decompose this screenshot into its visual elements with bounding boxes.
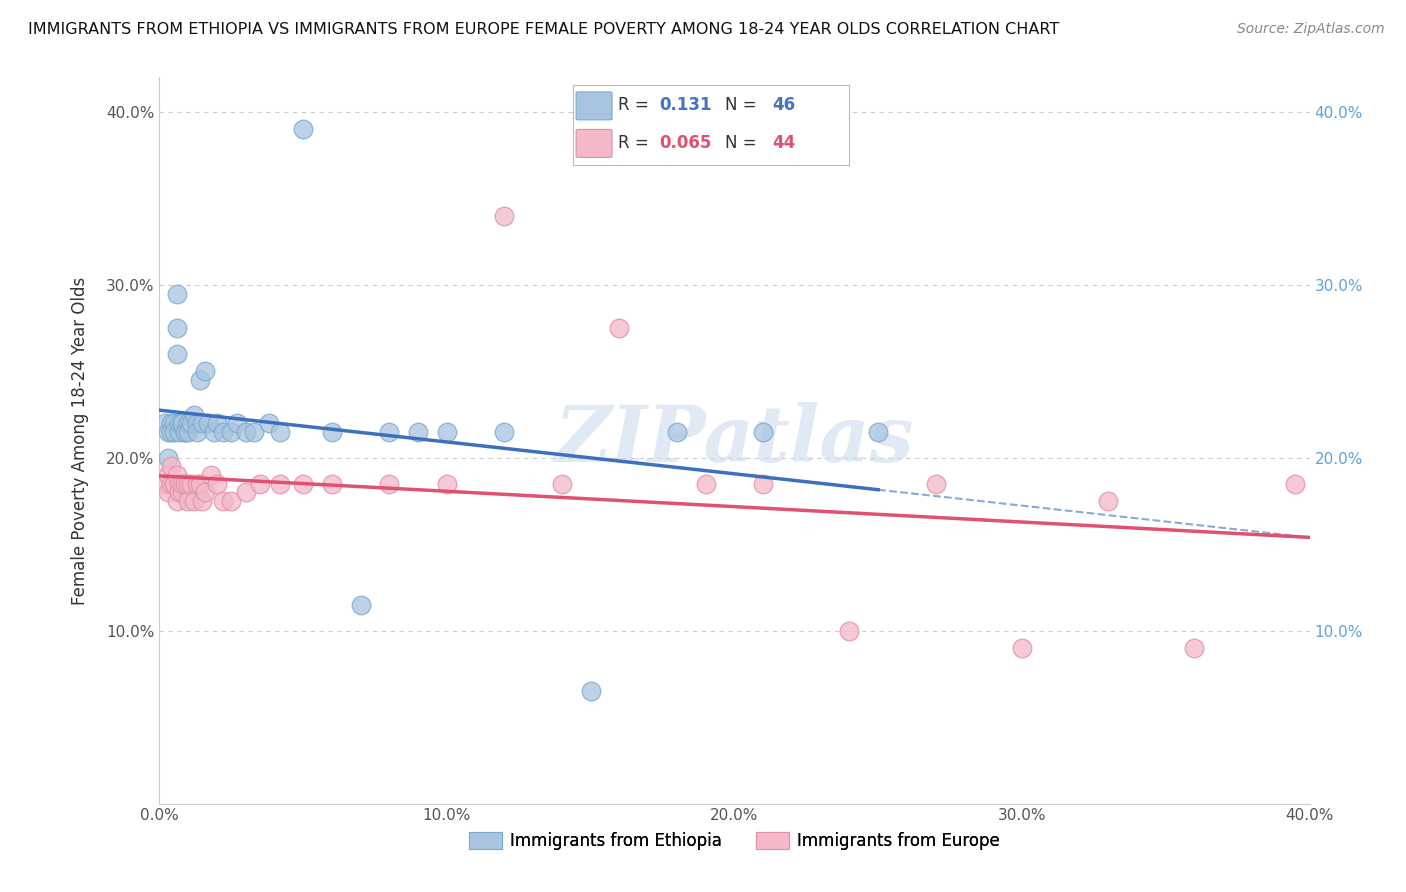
Point [163,416,186,430]
Point [243,425,266,439]
Point [695,476,717,491]
Point [292,476,315,491]
Point [752,425,775,439]
Point [188,373,211,387]
Text: ZIPatlas: ZIPatlas [555,402,914,479]
Point [1284,476,1306,491]
Point [551,476,574,491]
Point [166,286,188,301]
Point [177,416,200,430]
Point [166,321,188,335]
Point [156,450,179,465]
Point [174,476,197,491]
Point [219,494,242,508]
Point [172,485,194,500]
Point [838,624,860,638]
Point [868,425,890,439]
Point [436,476,458,491]
Point [436,425,458,439]
Point [219,425,242,439]
Point [494,425,516,439]
Point [180,416,202,430]
Point [153,476,176,491]
Point [169,476,191,491]
Point [202,425,225,439]
Point [159,425,181,439]
Point [200,468,222,483]
Y-axis label: Female Poverty Among 18-24 Year Olds: Female Poverty Among 18-24 Year Olds [72,277,89,605]
Point [378,425,401,439]
Point [406,425,429,439]
Point [321,425,343,439]
Point [349,598,371,612]
Point [186,416,208,430]
Point [186,425,208,439]
Point [156,485,179,500]
Point [665,425,688,439]
Point [186,476,208,491]
Point [177,476,200,491]
Point [169,416,191,430]
Point [378,476,401,491]
Point [172,416,194,430]
Point [924,476,946,491]
Point [159,459,181,474]
Point [194,364,217,378]
Point [197,416,219,430]
Point [172,476,194,491]
Point [174,425,197,439]
Point [292,122,315,136]
Point [1184,640,1206,655]
Point [205,476,228,491]
Point [163,476,186,491]
Text: IMMIGRANTS FROM ETHIOPIA VS IMMIGRANTS FROM EUROPE FEMALE POVERTY AMONG 18-24 YE: IMMIGRANTS FROM ETHIOPIA VS IMMIGRANTS F… [28,22,1059,37]
Point [211,425,233,439]
Point [177,425,200,439]
Point [235,425,257,439]
Point [269,476,291,491]
Point [188,476,211,491]
Point [159,476,181,491]
Point [172,416,194,430]
Point [191,494,214,508]
Legend: Immigrants from Ethiopia, Immigrants from Europe: Immigrants from Ethiopia, Immigrants fro… [463,825,1007,857]
Point [153,416,176,430]
Point [579,684,602,698]
Point [257,416,280,430]
Point [191,416,214,430]
Point [269,425,291,439]
Point [205,416,228,430]
Point [177,494,200,508]
Point [494,209,516,223]
Point [159,416,181,430]
Point [249,476,271,491]
Text: Source: ZipAtlas.com: Source: ZipAtlas.com [1237,22,1385,37]
Point [609,321,631,335]
Point [211,494,233,508]
Point [166,468,188,483]
Point [163,476,186,491]
Point [156,468,179,483]
Point [166,347,188,361]
Point [169,425,191,439]
Point [183,494,205,508]
Point [174,425,197,439]
Point [169,485,191,500]
Point [180,476,202,491]
Point [235,485,257,500]
Point [752,476,775,491]
Point [1011,640,1033,655]
Point [183,408,205,422]
Point [156,425,179,439]
Point [163,425,186,439]
Point [225,416,247,430]
Point [321,476,343,491]
Point [194,485,217,500]
Point [1097,494,1119,508]
Point [166,494,188,508]
